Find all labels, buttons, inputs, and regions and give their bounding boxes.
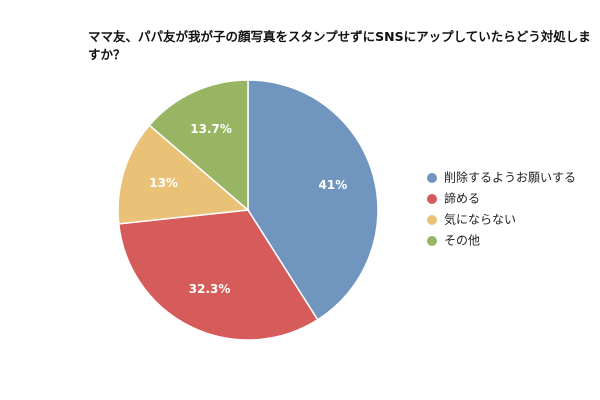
legend-label: 諦める (444, 191, 480, 206)
legend-marker (427, 194, 437, 204)
legend-label: 気にならない (444, 212, 516, 227)
data-label: 13% (149, 176, 178, 190)
pie-slice (148, 79, 249, 212)
legend-marker (427, 236, 437, 246)
legend-label: その他 (444, 234, 480, 248)
legend-marker (427, 173, 437, 183)
data-label: 13.7% (190, 122, 232, 136)
pie-slice (117, 124, 250, 225)
chart-title: ママ友、パパ友が我が子の顔写真をスタンプせずにSNSにアップしていたらどう対処し… (88, 29, 591, 62)
legend-marker (427, 215, 437, 225)
legend-label: 削除するようお願いする (444, 170, 576, 185)
data-label: 32.3% (189, 282, 231, 296)
data-label: 41% (319, 178, 348, 192)
pie-slice (117, 209, 319, 341)
